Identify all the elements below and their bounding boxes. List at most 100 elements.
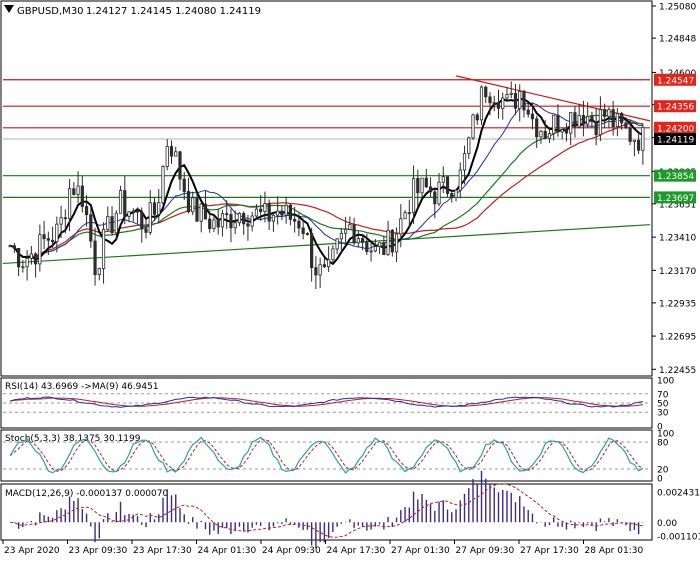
candle-body: [556, 114, 560, 133]
candle-body: [569, 112, 573, 134]
candle-body: [110, 216, 114, 234]
candle-body: [479, 86, 484, 121]
candle-body: [301, 227, 305, 234]
candle-body: [288, 204, 293, 220]
level-badge: [654, 121, 696, 134]
candle-body: [263, 203, 267, 212]
candle-body: [356, 238, 360, 244]
candle-body: [620, 112, 624, 124]
candle-body: [428, 186, 433, 193]
symbol-timeframe: GBPUSD,M30: [17, 6, 84, 17]
price-tick-label: 1.24848: [659, 35, 696, 45]
candle-body: [199, 203, 203, 222]
price-tick-label: 1.23170: [659, 267, 696, 277]
price-tick-label: 1.22455: [659, 366, 696, 376]
candle-body: [212, 219, 216, 229]
candle-body: [178, 151, 182, 180]
stoch-label: Stoch(5,3,3) 38.1375 30.1199: [5, 434, 141, 444]
candle-body: [637, 139, 641, 151]
candle-body: [220, 213, 225, 228]
candle-body: [259, 208, 263, 212]
rsi-line: [9, 396, 643, 408]
candle-body: [101, 228, 106, 269]
candle-body: [59, 217, 63, 225]
candle-body: [297, 220, 301, 229]
candle-body: [450, 193, 454, 198]
candle-body: [84, 206, 89, 216]
candle-body: [314, 267, 318, 276]
macd-signal-line: [10, 483, 643, 538]
candle-body: [632, 139, 636, 142]
candle-body: [543, 130, 547, 139]
candle-body: [611, 109, 615, 128]
candle-body: [191, 197, 195, 213]
candle-body: [50, 239, 55, 243]
candle-body: [607, 109, 611, 117]
stoch-tick-label: 80: [657, 439, 669, 449]
candle-body: [560, 129, 564, 133]
candle-body: [237, 213, 242, 224]
candle-body: [114, 212, 118, 234]
rsi-tick-label: 70: [657, 390, 669, 400]
rsi-tick-label: 0: [657, 423, 663, 433]
candle-body: [233, 222, 237, 229]
time-tick-label: 23 Apr 2020: [4, 546, 60, 556]
candle-body: [458, 169, 462, 191]
candle-body: [67, 188, 72, 219]
candle-body: [157, 202, 161, 215]
price-tick-label: 1.25080: [659, 3, 696, 13]
rsi-panel[interactable]: RSI(14) 43.6969 ->MA(9) 46.9451 100 70503…: [0, 377, 674, 433]
level-badge-label: 1.24356: [657, 103, 694, 113]
candle-body: [360, 238, 365, 243]
candle-body: [271, 214, 276, 222]
candle-body: [424, 177, 428, 188]
candle-body: [318, 264, 322, 276]
time-tick-label: 27 Apr 17:30: [520, 546, 579, 556]
candle-body: [594, 121, 598, 136]
candle-body: [390, 229, 394, 253]
candle-body: [174, 151, 178, 157]
candle-body: [34, 253, 38, 265]
candles: [8, 81, 645, 290]
macd-label: MACD(12,26,9) -0.000137 0.000070: [5, 489, 168, 499]
candle-body: [628, 127, 632, 142]
candle-body: [403, 212, 407, 220]
price-panel[interactable]: GBPUSD,M30 1.24127 1.24145 1.24080 1.241…: [0, 0, 696, 377]
price-tick-label: 1.23410: [659, 234, 696, 244]
candle-body: [399, 218, 403, 235]
stoch-tick-label: 0: [657, 475, 663, 485]
candle-body: [80, 185, 84, 207]
level-badge: [654, 73, 696, 86]
candle-body: [152, 202, 157, 215]
candle-body: [123, 190, 127, 217]
candle-body: [530, 113, 535, 120]
candle-body: [76, 185, 80, 195]
candle-body: [411, 178, 416, 214]
candle-body: [144, 228, 148, 233]
candle-body: [522, 90, 526, 111]
candle-body: [161, 166, 165, 204]
candle-body: [484, 86, 488, 98]
candle-body: [445, 176, 450, 194]
candle-body: [25, 257, 29, 268]
candle-body: [72, 188, 76, 195]
chart-shift-icon: [4, 5, 14, 13]
candle-body: [203, 203, 208, 220]
candle-body: [267, 203, 271, 222]
candle-body: [573, 112, 577, 128]
candle-body: [518, 90, 522, 109]
candle-body: [373, 246, 377, 252]
macd-tick-label: 0.002431: [657, 489, 700, 499]
rsi-tick-label: 30: [657, 409, 669, 419]
candle-body: [140, 211, 144, 230]
macd-panel[interactable]: MACD(12,26,9) -0.000137 0.000070 0.00243…: [0, 470, 700, 548]
candle-body: [280, 210, 284, 216]
candle-body: [462, 153, 467, 171]
candle-body: [348, 224, 352, 230]
candle-body: [284, 204, 288, 216]
rsi-label: RSI(14) 43.6969 ->MA(9) 46.9451: [5, 382, 159, 392]
candle-body: [182, 178, 186, 192]
